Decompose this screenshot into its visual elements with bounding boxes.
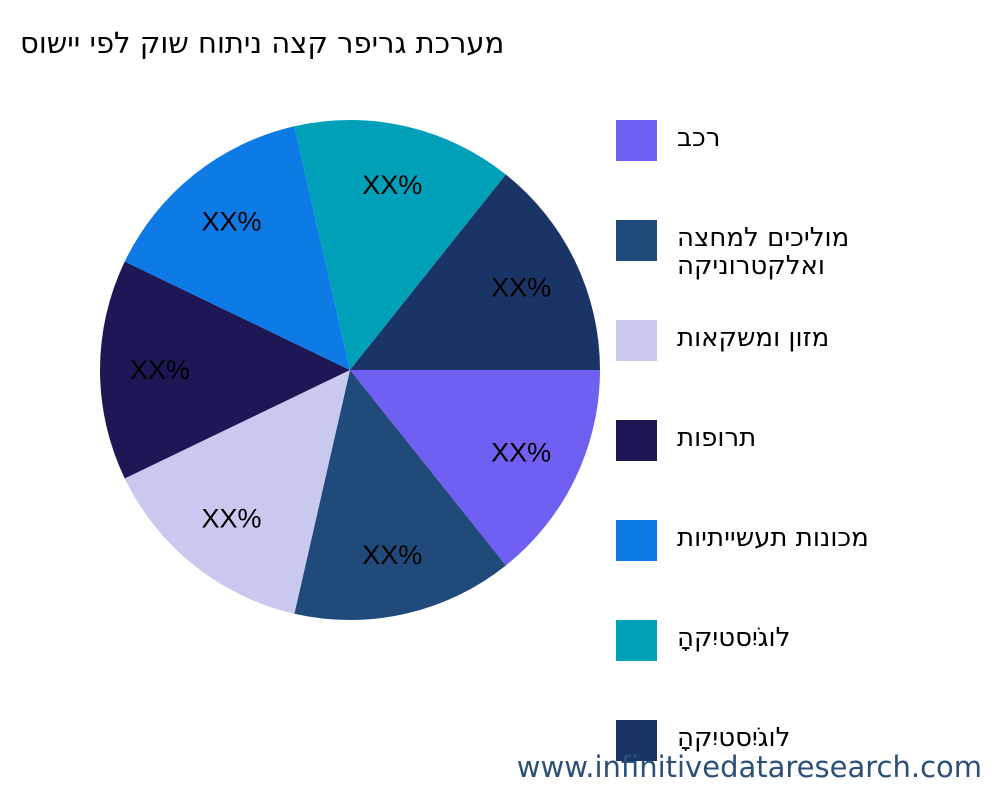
legend-label: תואקשמו ןוזמ — [677, 324, 829, 352]
legend-swatch — [616, 320, 657, 361]
legend-item: הצחמל םיכילומ הקינורטקלאו — [616, 220, 849, 280]
legend-swatch — [616, 720, 657, 761]
slice-data-label: XX% — [491, 273, 551, 303]
legend-label-line: הָקיִטסיִגֹול — [677, 723, 791, 753]
legend-label: בכר — [677, 124, 720, 152]
legend-label: הצחמל םיכילומ הקינורטקלאו — [677, 224, 849, 280]
slice-data-label: XX% — [202, 206, 262, 236]
slice-data-label: XX% — [202, 504, 262, 534]
pie-slice — [124, 370, 350, 614]
pie-slice — [294, 370, 506, 621]
pie-slice — [350, 370, 600, 566]
legend-label: הָקיִטסיִגֹול — [677, 724, 790, 752]
legend-label: תויתיישעת תונוכמ — [677, 524, 869, 552]
watermark: www.infinitivedataresearch.com — [516, 750, 982, 784]
legend-label: הָקיִטסיִגֹול — [677, 624, 790, 652]
legend-label-line: תואקשמו ןוזמ — [677, 323, 830, 353]
legend-swatch — [616, 220, 657, 261]
legend-label-line: הצחמל םיכילומ — [677, 223, 850, 253]
pie-slice — [124, 126, 350, 370]
slice-data-label: XX% — [491, 437, 551, 467]
legend-label-line: הָקיִטסיִגֹול — [677, 623, 791, 653]
slice-data-label: XX% — [362, 170, 422, 200]
legend-label-line: בכר — [677, 123, 721, 153]
legend-swatch — [616, 620, 657, 661]
slice-data-label: XX% — [130, 355, 190, 385]
pie-slice — [350, 174, 600, 370]
legend-item: הָקיִטסיִגֹול — [616, 620, 790, 661]
legend-swatch — [616, 120, 657, 161]
legend-label: תופורת — [677, 424, 756, 452]
pie-slice — [294, 119, 506, 370]
legend-item: בכר — [616, 120, 720, 161]
legend-label-line: תויתיישעת תונוכמ — [677, 523, 869, 553]
legend-item: תופורת — [616, 420, 756, 461]
legend-item: תואקשמו ןוזמ — [616, 320, 829, 361]
legend-item: הָקיִטסיִגֹול — [616, 720, 790, 761]
legend-label-line: תופורת — [677, 423, 757, 453]
slice-data-label: XX% — [362, 540, 422, 570]
chart-title: סושיי יפל קוש חותינ הצק רפירג תכרעמ — [20, 26, 505, 60]
legend-swatch — [616, 520, 657, 561]
legend-swatch — [616, 420, 657, 461]
pie-slice — [99, 261, 350, 479]
legend-label-line: הקינורטקלאו — [677, 251, 825, 281]
legend-item: תויתיישעת תונוכמ — [616, 520, 869, 561]
